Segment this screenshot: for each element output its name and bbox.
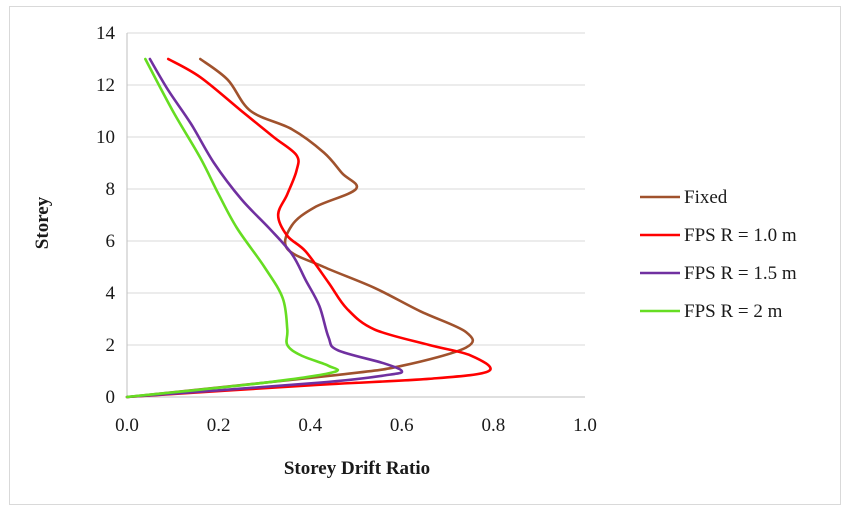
axes (126, 33, 585, 398)
series-lines (125, 57, 492, 399)
legend-label: FPS R = 2 m (684, 301, 783, 322)
y-tick-label: 14 (96, 23, 116, 44)
x-axis-title: Storey Drift Ratio (284, 458, 430, 479)
x-tick-label: 0.0 (115, 415, 139, 436)
x-tick-label: 0.2 (207, 415, 231, 436)
chart-frame: 0 2 4 6 8 10 12 14 0.0 0.2 0.4 0.6 0.8 1.0 Storey Dri… (9, 6, 841, 505)
y-tick-label: 0 (106, 387, 116, 408)
legend-label: FPS R = 1.0 m (684, 225, 797, 246)
legend: Fixed FPS R = 1.0 m FPS R = 1.5 m FPS R = 2… (640, 187, 797, 322)
x-tick-label: 0.8 (482, 415, 506, 436)
x-tick-label: 0.6 (390, 415, 414, 436)
series-line-1 (125, 57, 475, 399)
tick-labels: 0 2 4 6 8 10 12 14 0.0 0.2 0.4 0.6 0.8 1.0 (96, 23, 597, 436)
y-tick-label: 4 (106, 283, 116, 304)
y-tick-label: 12 (96, 75, 115, 96)
gridlines (127, 32, 585, 346)
y-tick-label: 10 (96, 127, 115, 148)
x-tick-label: 1.0 (573, 415, 597, 436)
series-line-3 (125, 57, 404, 399)
series-line-2 (125, 57, 492, 399)
legend-label: Fixed (684, 187, 728, 208)
storey-drift-chart: 0 2 4 6 8 10 12 14 0.0 0.2 0.4 0.6 0.8 1.0 Storey Dri… (32, 23, 797, 479)
legend-label: FPS R = 1.5 m (684, 263, 797, 284)
y-tick-label: 2 (106, 335, 116, 356)
series-line-4 (125, 57, 340, 399)
x-tick-label: 0.4 (298, 415, 322, 436)
y-tick-label: 6 (106, 231, 116, 252)
y-axis-title: Storey (32, 196, 53, 249)
y-tick-label: 8 (106, 179, 116, 200)
